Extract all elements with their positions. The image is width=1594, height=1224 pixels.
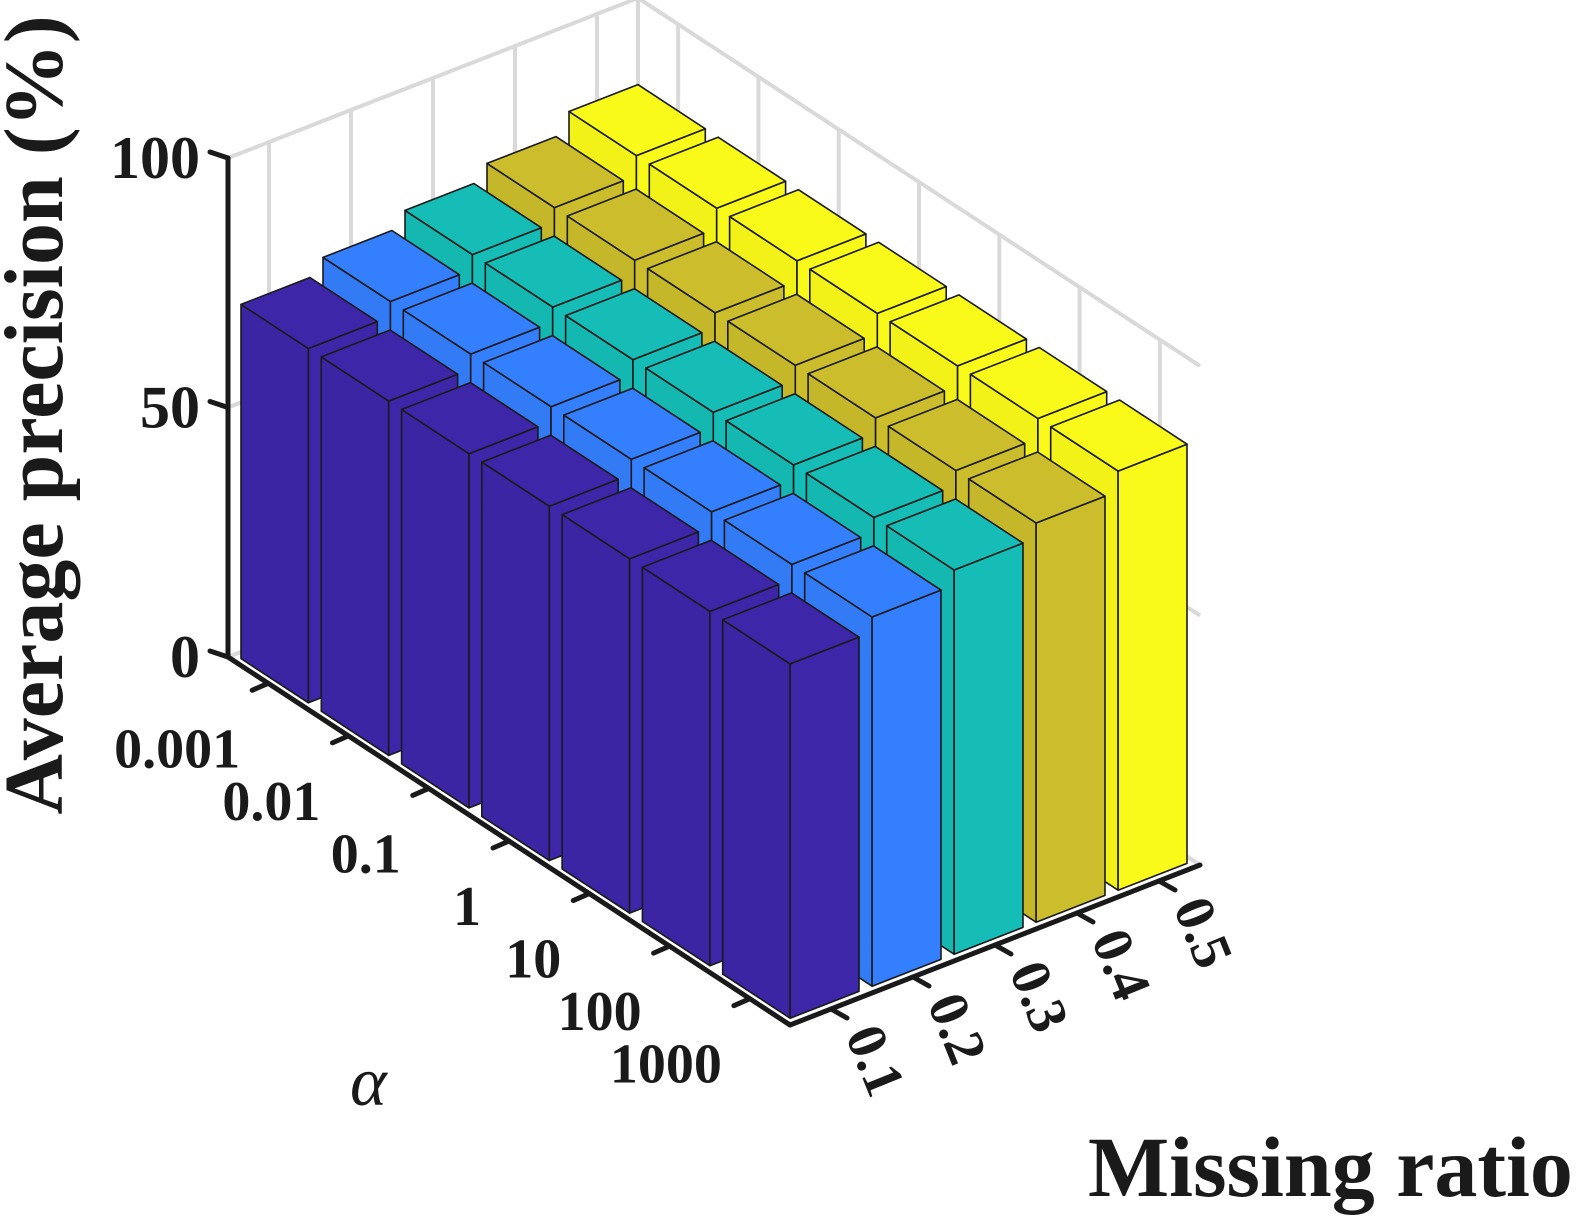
alpha-tick-mark [249, 680, 271, 693]
alpha-tick-label: 0.001 [114, 718, 240, 780]
x-axis-label: Missing ratio [1088, 1119, 1573, 1215]
ratio-tick-label: 0.2 [915, 985, 999, 1073]
bar-face-front [721, 618, 791, 1020]
bar-face-top [484, 235, 623, 308]
bar-face-top [404, 182, 543, 256]
bar-face-top [562, 387, 702, 461]
z-tick-mark [207, 648, 231, 660]
bar-face-front [400, 408, 470, 809]
alpha-tick-mark [731, 996, 753, 1009]
alpha-tick-mark [410, 785, 432, 798]
bar-face-top [644, 340, 784, 414]
ratio-tick-label: 0.5 [1161, 889, 1245, 977]
bar-face-side [1117, 443, 1188, 892]
bar-face-top [887, 398, 1026, 472]
z-tick-mark [207, 149, 231, 161]
alpha-tick-label: 100 [558, 981, 642, 1043]
bar-face-top [480, 434, 620, 508]
alpha-tick-label: 0.1 [331, 823, 401, 885]
alpha-tick-label: 10 [505, 929, 561, 991]
bar-face-top [889, 294, 1028, 367]
bar-face-top [646, 240, 785, 314]
alpha-tick-label: 0.01 [222, 771, 320, 833]
bar-face-top [486, 135, 625, 209]
bar-face-top [885, 498, 1024, 571]
z-tick-mark [207, 399, 231, 410]
bar-face-top [967, 451, 1106, 524]
bar-face-top [561, 486, 700, 560]
bar-face-top [803, 545, 942, 618]
ratio-tick-label: 0.1 [833, 1017, 917, 1105]
bar-face-front [320, 356, 390, 757]
labels-layer: Average precision (%) Missing ratio α [0, 15, 1573, 1215]
ratio-tick-label: 0.3 [997, 953, 1081, 1041]
ratio-tick-label: 0.4 [1079, 921, 1163, 1009]
alpha-tick-mark [570, 891, 592, 904]
bar-face-top [648, 136, 787, 209]
bar-face-top [807, 346, 946, 419]
bar [721, 592, 860, 1020]
ratio-tick-mark [1074, 910, 1096, 925]
bar-face-top [726, 293, 866, 367]
bar-face-top [400, 381, 539, 455]
z-tick-label: 50 [140, 375, 200, 441]
ratio-tick-mark [828, 1006, 850, 1021]
bar-face-top [566, 188, 705, 262]
ratio-tick-mark [1156, 878, 1178, 893]
bar-face-top [482, 334, 621, 408]
bar-face-top [564, 287, 703, 361]
alpha-tick-mark [329, 733, 351, 746]
bar-face-front [641, 566, 711, 967]
bar-face-side [789, 636, 860, 1020]
bar-face-side [1035, 495, 1106, 924]
bar-face-top [808, 241, 948, 315]
bar-face-front [480, 461, 551, 862]
bar-face-front [240, 303, 310, 704]
bar-face-top [402, 282, 541, 355]
bar-face-side [953, 542, 1024, 956]
bar-face-top [320, 329, 459, 402]
bar-face-top [721, 592, 860, 665]
bar-face-side [871, 589, 942, 988]
alpha-tick-mark [651, 943, 673, 956]
ratio-tick-mark [910, 974, 932, 989]
bar-face-top [568, 83, 707, 157]
bar-face-top [728, 188, 867, 262]
z-axis-label: Average precision (%) [0, 15, 81, 814]
bars-layer [240, 83, 1188, 1020]
z-tick-label: 100 [110, 125, 200, 191]
alpha-tick-mark [490, 838, 512, 851]
alpha-tick-label: 1000 [610, 1034, 722, 1096]
bar-face-top [1049, 399, 1188, 472]
y-axis-label: α [350, 1044, 388, 1121]
bar-face-top [643, 439, 782, 513]
bar-face-top [969, 346, 1108, 420]
z-tick-label: 0 [170, 624, 200, 690]
bar-face-top [322, 229, 461, 303]
bar-face-top [641, 539, 780, 613]
alpha-tick-label: 1 [453, 876, 481, 938]
bar-face-top [805, 445, 944, 519]
grid-line-z [227, 0, 1202, 368]
bar-face-top [240, 276, 379, 350]
bar-face-top [725, 392, 864, 466]
ratio-tick-mark [992, 942, 1014, 957]
bar-face-front [561, 513, 631, 914]
bar-face-top [723, 492, 862, 566]
